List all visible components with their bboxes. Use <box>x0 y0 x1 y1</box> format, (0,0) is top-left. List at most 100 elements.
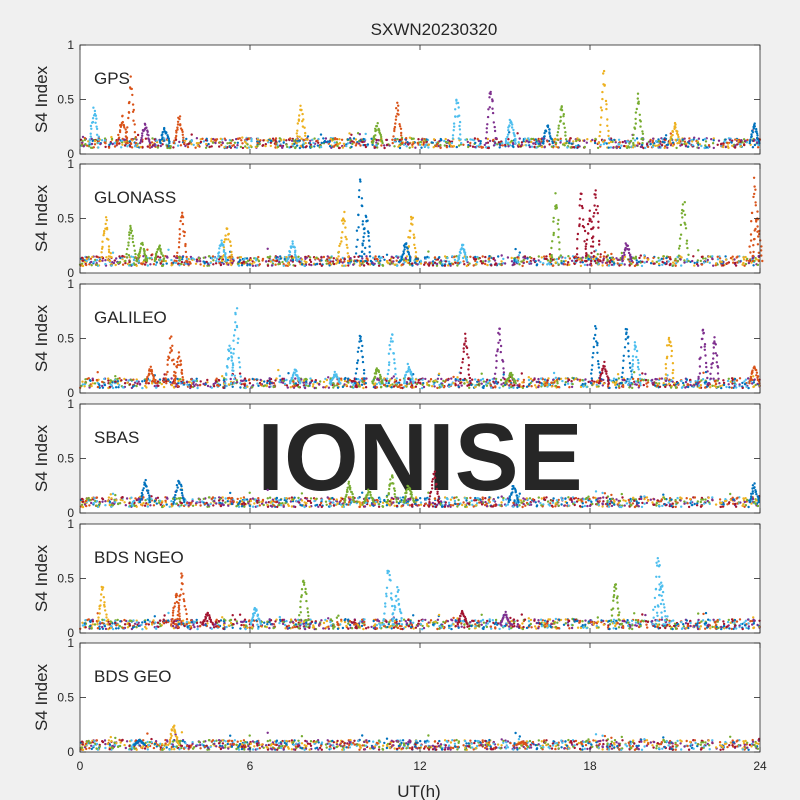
spike-point <box>594 189 597 192</box>
scatter-point <box>540 256 543 259</box>
scatter-point <box>616 373 620 376</box>
spike-point <box>488 96 491 99</box>
scatter-point <box>373 262 376 265</box>
spike-point <box>400 258 404 261</box>
scatter-point <box>508 379 511 382</box>
scatter-point <box>344 376 347 380</box>
spike-point <box>562 113 565 116</box>
scatter-point <box>688 137 691 140</box>
scatter-point <box>256 138 260 141</box>
scatter-point <box>361 262 364 265</box>
scatter-point <box>730 386 733 389</box>
spike-point <box>413 236 416 239</box>
spike-point <box>564 131 567 134</box>
scatter-point <box>198 256 201 260</box>
scatter-point <box>318 382 321 386</box>
scatter-point <box>90 264 93 267</box>
scatter-point <box>510 256 513 260</box>
scatter-point <box>378 261 381 265</box>
scatter-point <box>81 383 85 386</box>
scatter-point <box>584 378 587 381</box>
scatter-point <box>617 138 621 141</box>
scatter-point <box>576 137 579 140</box>
scatter-point <box>278 140 281 143</box>
scatter-point <box>743 382 747 386</box>
scatter-point <box>296 144 299 147</box>
scatter-point <box>738 377 742 380</box>
scatter-point <box>683 137 686 140</box>
scatter-point <box>692 255 695 258</box>
scatter-point <box>507 141 510 144</box>
scatter-point <box>141 386 144 390</box>
scatter-point <box>146 248 149 251</box>
scatter-point <box>323 139 327 143</box>
spike-point <box>548 128 551 131</box>
scatter-point <box>510 385 513 389</box>
spike-point <box>491 107 494 110</box>
scatter-point <box>534 138 537 141</box>
scatter-point <box>345 144 348 148</box>
spike-point <box>298 114 301 117</box>
spike-point <box>583 229 587 233</box>
spike-point <box>564 138 568 141</box>
scatter-point <box>114 386 118 389</box>
scatter-point <box>302 142 305 145</box>
scatter-point <box>424 377 427 381</box>
scatter-point <box>572 140 575 143</box>
scatter-point <box>570 385 574 389</box>
spike-point <box>233 328 237 332</box>
scatter-point <box>199 140 203 144</box>
spike-point <box>495 354 498 357</box>
scatter-point <box>599 143 602 147</box>
scatter-point <box>310 145 313 149</box>
spike-point <box>225 259 228 263</box>
spike-point <box>140 138 143 142</box>
spike-point <box>403 245 406 249</box>
scatter-point <box>411 145 414 149</box>
spike-point <box>557 127 560 130</box>
scatter-point <box>739 145 743 148</box>
scatter-point <box>347 377 350 380</box>
spike-point <box>178 241 181 244</box>
scatter-point <box>116 377 119 381</box>
scatter-point <box>663 138 666 141</box>
spike-point <box>596 205 599 208</box>
scatter-point <box>500 254 503 257</box>
scatter-point <box>217 258 221 261</box>
scatter-point <box>179 144 183 147</box>
y-tick-label: 1 <box>67 38 74 52</box>
scatter-point <box>496 143 499 146</box>
scatter-point <box>211 141 215 144</box>
scatter-point <box>520 372 523 375</box>
scatter-point <box>131 385 135 388</box>
spike-point <box>595 208 598 211</box>
scatter-point <box>436 142 439 146</box>
spike-point <box>584 247 587 251</box>
scatter-point <box>246 259 250 263</box>
spike-point <box>592 215 595 218</box>
scatter-point <box>365 255 368 258</box>
spike-point <box>387 363 391 367</box>
scatter-point <box>215 377 218 380</box>
spike-point <box>641 132 645 135</box>
scatter-point <box>104 259 107 262</box>
scatter-point <box>569 146 572 149</box>
spike-point <box>184 250 188 254</box>
scatter-point <box>143 263 147 266</box>
scatter-point <box>444 260 447 263</box>
scatter-point <box>169 145 172 148</box>
scatter-point <box>222 262 225 266</box>
scatter-point <box>150 141 154 144</box>
scatter-point <box>551 258 555 261</box>
scatter-point <box>489 384 493 387</box>
scatter-point <box>151 137 154 140</box>
scatter-point <box>268 379 271 383</box>
scatter-point <box>646 385 649 388</box>
scatter-point <box>716 258 720 261</box>
scatter-point <box>181 255 184 259</box>
scatter-point <box>263 384 267 387</box>
scatter-point <box>731 144 734 147</box>
spike-point <box>590 377 593 380</box>
scatter-point <box>326 255 329 258</box>
